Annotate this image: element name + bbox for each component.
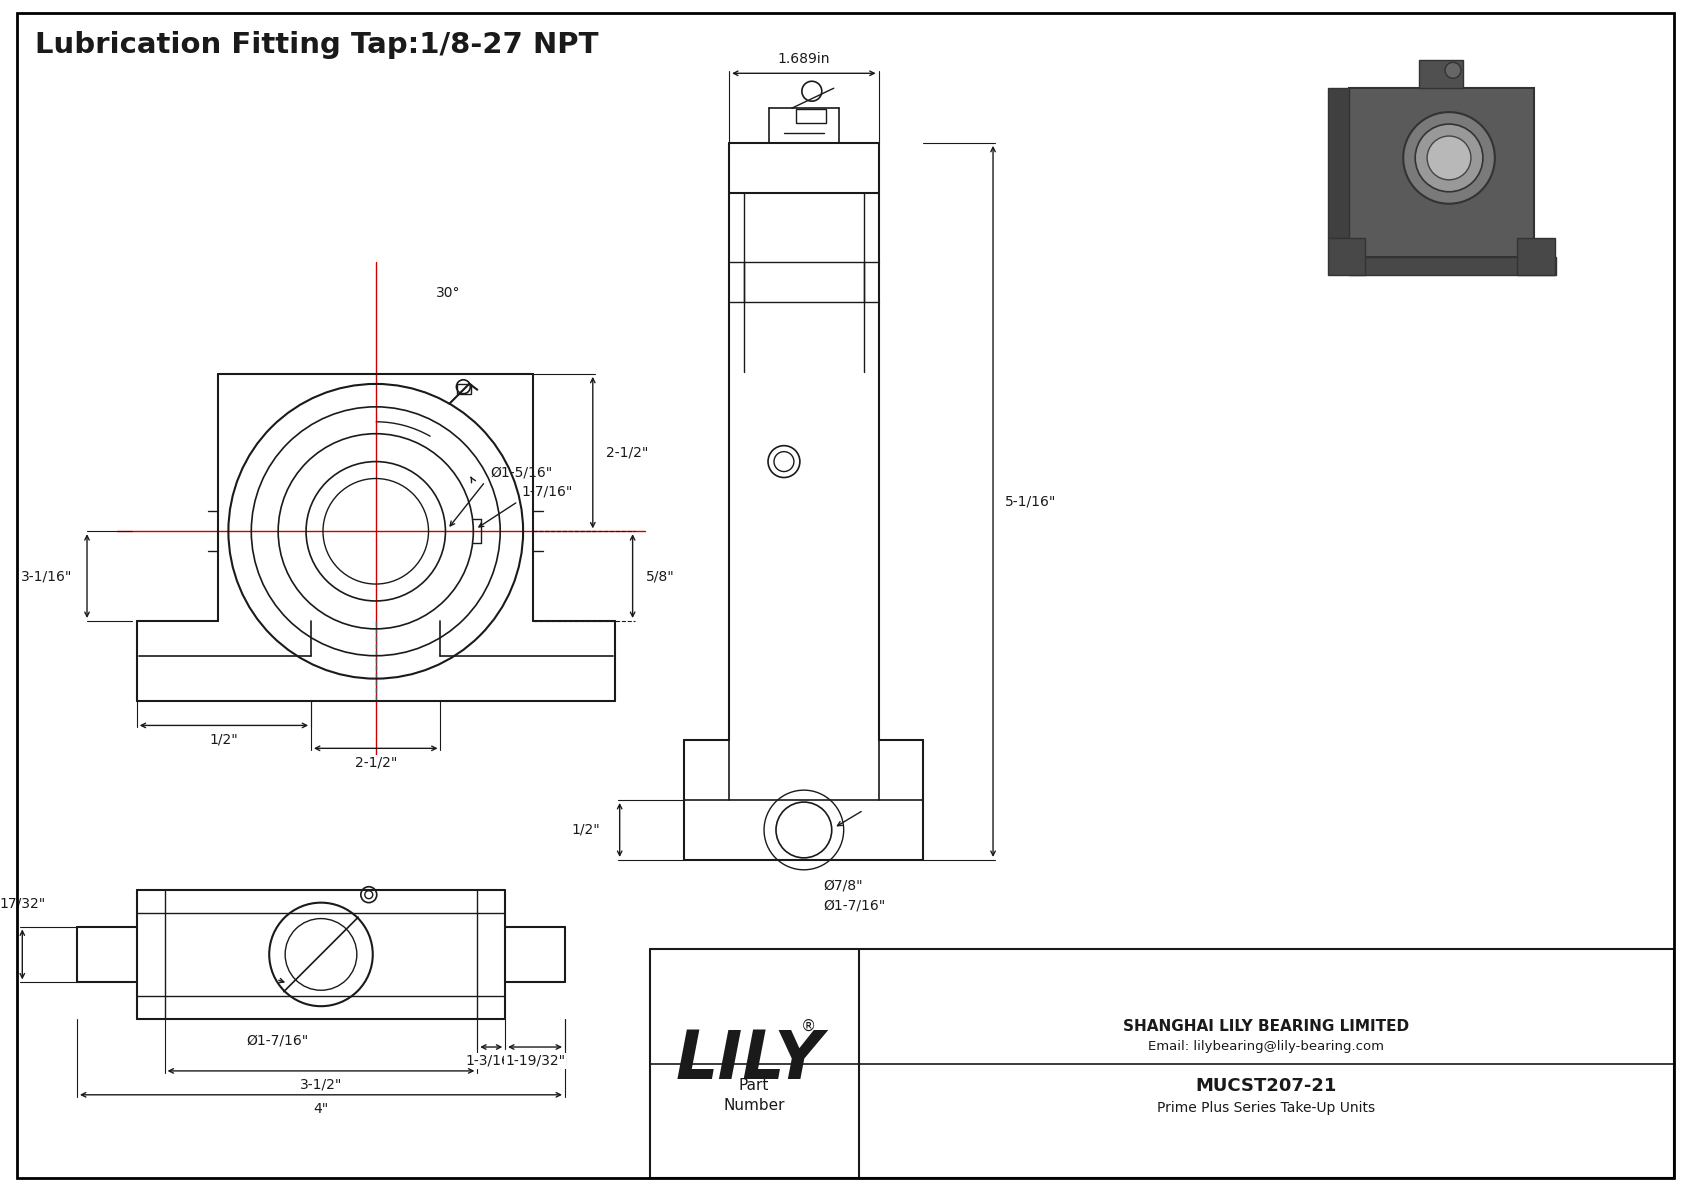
Text: 3-1/16": 3-1/16" (20, 569, 72, 584)
Text: MUCST207-21: MUCST207-21 (1196, 1077, 1337, 1095)
FancyBboxPatch shape (1327, 237, 1366, 275)
FancyBboxPatch shape (1349, 88, 1534, 257)
Text: 1-3/16": 1-3/16" (465, 1054, 517, 1068)
Text: Lubrication Fitting Tap:1/8-27 NPT: Lubrication Fitting Tap:1/8-27 NPT (35, 31, 600, 60)
Text: 5-1/16": 5-1/16" (1005, 494, 1056, 509)
Text: 1-19/32": 1-19/32" (505, 1054, 566, 1068)
Text: 17/32": 17/32" (0, 897, 45, 911)
FancyBboxPatch shape (1517, 237, 1554, 275)
Circle shape (1403, 112, 1495, 204)
Text: 2-1/2": 2-1/2" (355, 755, 397, 769)
Text: Ø1-7/16": Ø1-7/16" (246, 1033, 308, 1047)
FancyBboxPatch shape (1327, 88, 1349, 237)
Circle shape (1415, 124, 1484, 192)
Text: Ø7/8": Ø7/8" (823, 879, 864, 893)
Text: 1.689in: 1.689in (778, 52, 830, 67)
Bar (797, 110, 825, 123)
Text: 1-7/16": 1-7/16" (520, 485, 573, 499)
Text: Prime Plus Series Take-Up Units: Prime Plus Series Take-Up Units (1157, 1100, 1376, 1115)
FancyBboxPatch shape (1420, 61, 1463, 88)
Bar (458, 384, 472, 394)
Text: 1/2": 1/2" (571, 823, 600, 837)
Text: 3-1/2": 3-1/2" (300, 1078, 342, 1092)
Text: 2-1/2": 2-1/2" (606, 445, 648, 460)
Text: LILY: LILY (675, 1027, 823, 1093)
Text: 5/8": 5/8" (647, 569, 675, 584)
Text: SHANGHAI LILY BEARING LIMITED: SHANGHAI LILY BEARING LIMITED (1123, 1018, 1410, 1034)
FancyBboxPatch shape (1349, 257, 1556, 275)
Text: 1/2": 1/2" (209, 732, 239, 747)
Text: Email: lilybearing@lily-bearing.com: Email: lilybearing@lily-bearing.com (1148, 1040, 1384, 1053)
Text: Ø1-7/16": Ø1-7/16" (823, 899, 886, 912)
Circle shape (1445, 62, 1462, 79)
Text: Number: Number (724, 1098, 785, 1114)
Circle shape (1426, 136, 1470, 180)
Text: Ø1-5/16": Ø1-5/16" (490, 466, 552, 480)
Text: Part: Part (739, 1078, 770, 1093)
Text: 30°: 30° (436, 286, 460, 300)
Text: ®: ® (802, 1018, 817, 1034)
Text: 4": 4" (313, 1102, 328, 1116)
